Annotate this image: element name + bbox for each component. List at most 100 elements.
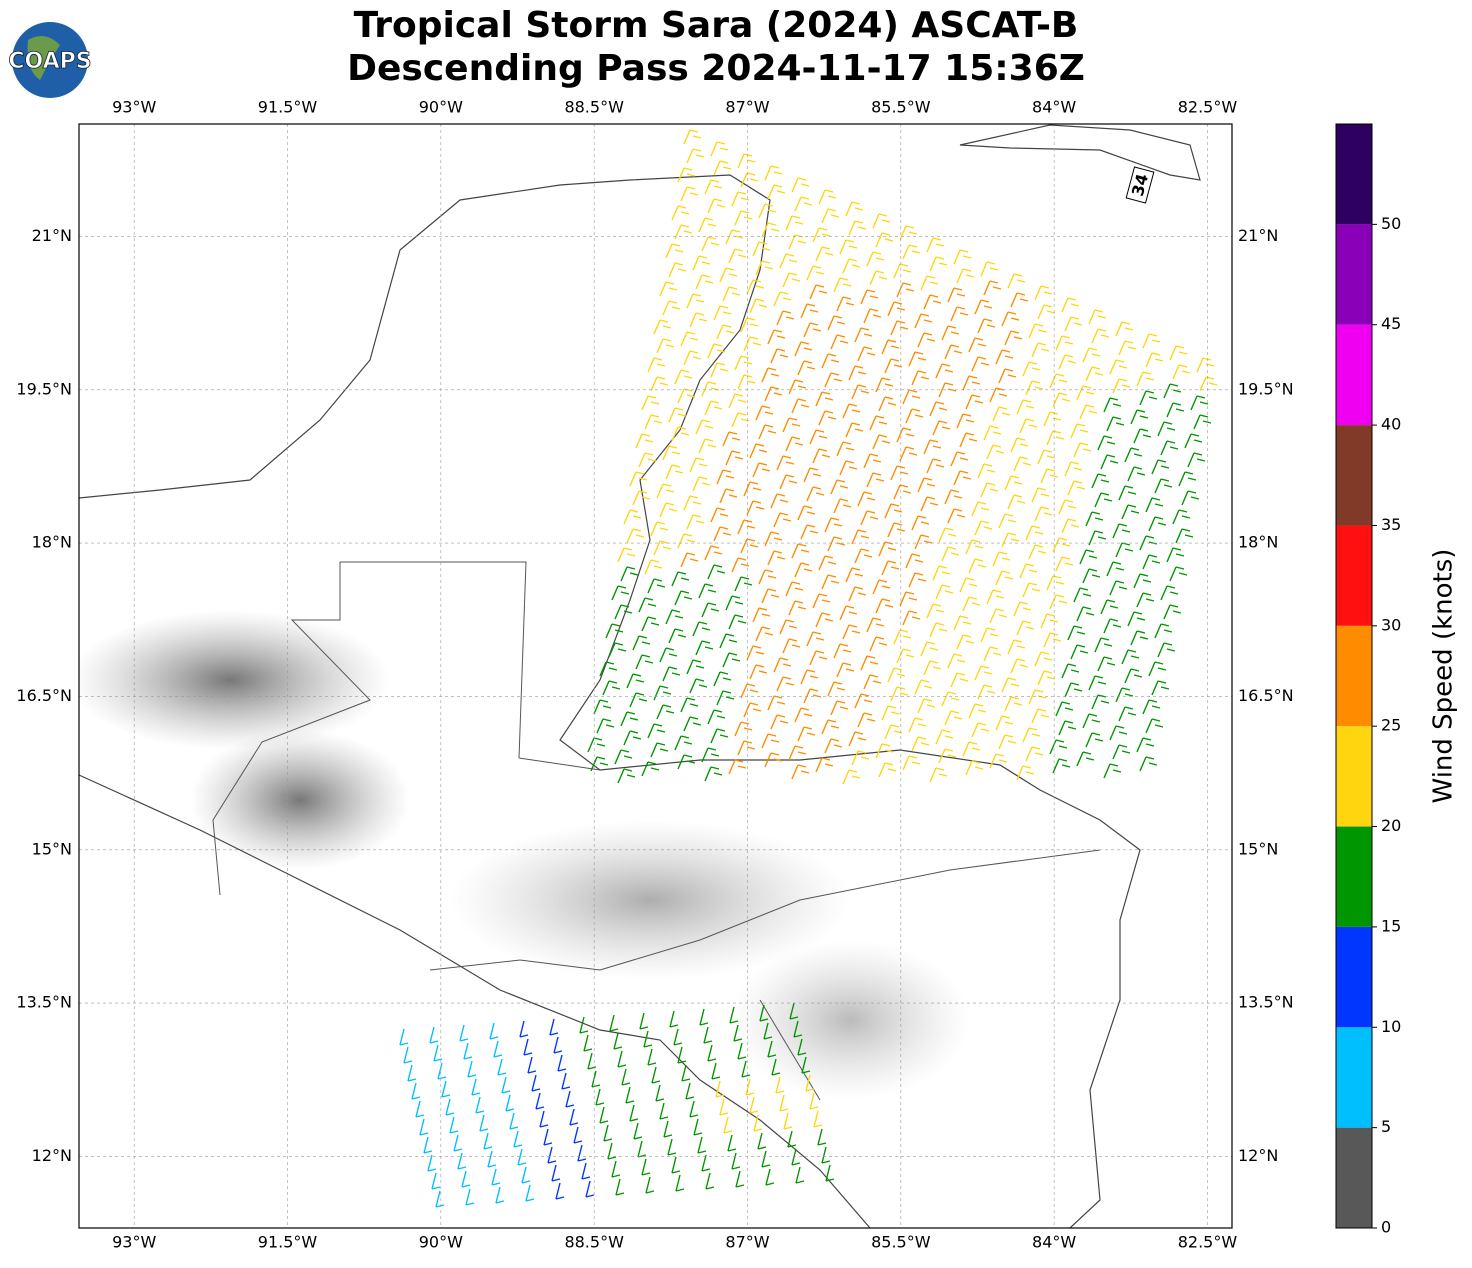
wind-barb — [1160, 440, 1179, 456]
wind-barb — [710, 141, 729, 157]
wind-barb — [1001, 311, 1020, 327]
wind-barb — [1109, 580, 1128, 596]
wind-barb — [713, 671, 732, 687]
wind-barb — [433, 1044, 443, 1062]
wind-barb — [789, 1002, 799, 1020]
wind-barb — [587, 1052, 597, 1070]
wind-barb — [770, 348, 789, 364]
wind-barb — [1166, 402, 1185, 418]
wind-barb — [1124, 668, 1143, 684]
wind-barb — [722, 431, 741, 447]
wind-barb — [662, 445, 681, 461]
wind-barb — [671, 1156, 681, 1174]
wind-barb — [617, 1050, 627, 1068]
map-area — [79, 124, 1232, 1228]
colorbar-tick-label: 25 — [1381, 716, 1401, 735]
colorbar-tick-label: 40 — [1381, 415, 1401, 434]
wind-barb — [821, 574, 840, 590]
wind-barb — [686, 659, 705, 675]
wind-barb — [501, 1076, 511, 1094]
wind-barb — [1082, 347, 1101, 363]
wind-barb — [809, 284, 828, 300]
wind-barb — [745, 1078, 755, 1096]
wind-barb — [1139, 756, 1158, 772]
wind-barb — [1064, 316, 1083, 332]
wind-barb — [749, 443, 768, 459]
wind-barb — [1094, 492, 1113, 508]
wind-barb — [633, 1122, 643, 1140]
wind-barb — [725, 229, 744, 245]
wind-barb — [923, 439, 942, 455]
wind-barb — [1181, 490, 1200, 506]
wind-barb — [1028, 544, 1047, 560]
wind-barb — [677, 533, 696, 549]
wind-barb — [547, 1146, 557, 1164]
wind-barb — [608, 642, 627, 658]
wind-barb — [779, 253, 798, 269]
wind-barb — [845, 567, 864, 583]
wind-barb — [697, 1136, 707, 1154]
wind-barb — [805, 1074, 815, 1092]
wind-barb — [645, 1176, 655, 1194]
wind-barb — [611, 1160, 621, 1178]
chart-title: Tropical Storm Sara (2024) ASCAT-B — [354, 5, 1079, 46]
wind-barb — [884, 503, 903, 519]
wind-barb — [519, 1020, 529, 1038]
wind-barb — [719, 1098, 729, 1116]
wind-barb — [917, 477, 936, 493]
wind-barb — [758, 203, 777, 219]
y-tick-label: 13.5°N — [16, 993, 72, 1012]
wind-barb — [1133, 573, 1152, 589]
wind-barb — [423, 1136, 433, 1154]
wind-barb — [851, 384, 870, 400]
logo: COAPS — [8, 22, 92, 98]
wind-barb — [1031, 342, 1050, 358]
wind-barb — [848, 731, 867, 747]
wind-barb — [686, 293, 705, 309]
wind-barb — [675, 1174, 685, 1192]
wind-barb — [1085, 732, 1104, 748]
wind-barb — [703, 1026, 713, 1044]
wind-barb — [1085, 511, 1104, 527]
wind-barb — [857, 712, 876, 728]
wind-barb — [905, 553, 924, 569]
wind-barb — [902, 755, 921, 771]
wind-barb — [693, 1118, 703, 1136]
wind-barb — [674, 735, 693, 751]
wind-barb — [644, 559, 663, 575]
wind-barb — [824, 372, 843, 388]
wind-barb — [815, 612, 834, 628]
wind-barb — [863, 308, 882, 324]
wind-barb — [710, 362, 729, 378]
wind-barb — [899, 225, 918, 241]
wind-barb — [817, 1128, 827, 1146]
wind-barb — [614, 749, 633, 765]
wind-barb — [839, 460, 858, 476]
wind-barb — [1019, 418, 1038, 434]
wind-barb — [647, 578, 666, 594]
wind-barb — [647, 357, 666, 373]
logo-text: COAPS — [8, 49, 91, 74]
wind-barb — [971, 722, 990, 738]
y-tick-label: 13.5°N — [1238, 993, 1294, 1012]
wind-barb — [605, 623, 624, 639]
wind-barb — [704, 179, 723, 195]
wind-barb — [713, 305, 732, 321]
wind-barb — [878, 396, 897, 412]
wind-barb — [713, 160, 732, 176]
colorbar-tick-label: 10 — [1381, 1017, 1401, 1036]
y-tick-label: 18°N — [32, 533, 72, 552]
wind-barb — [746, 645, 765, 661]
wind-barb — [761, 367, 780, 383]
x-tick-label: 87°W — [725, 1233, 769, 1252]
wind-barb — [872, 434, 891, 450]
logo-land — [27, 36, 60, 80]
wind-barb — [800, 303, 819, 319]
wind-barb — [833, 643, 852, 659]
wind-barb — [893, 484, 912, 500]
wind-barb — [839, 605, 858, 621]
wind-barb — [716, 690, 735, 706]
wind-barb — [565, 1090, 575, 1108]
wind-barb — [998, 734, 1017, 750]
colorbar-segment — [1336, 124, 1372, 225]
